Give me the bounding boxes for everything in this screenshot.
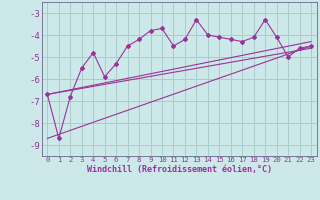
X-axis label: Windchill (Refroidissement éolien,°C): Windchill (Refroidissement éolien,°C) <box>87 165 272 174</box>
